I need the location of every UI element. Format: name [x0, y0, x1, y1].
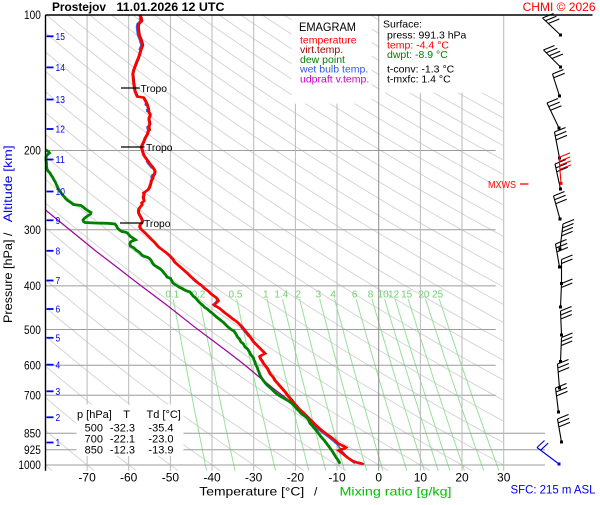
svg-text:dwpt: -8.9 °C: dwpt: -8.9 °C — [387, 49, 448, 61]
svg-text:100: 100 — [24, 8, 41, 22]
svg-text:Pressure [hPa]/: Pressure [hPa]/ — [1, 232, 15, 323]
svg-text:Td [°C]: Td [°C] — [147, 409, 181, 421]
svg-text:850: 850 — [85, 445, 103, 457]
svg-text:MXWS: MXWS — [488, 180, 516, 191]
svg-text:Tropo: Tropo — [144, 219, 171, 230]
svg-text:-40: -40 — [203, 470, 221, 484]
svg-text:3: 3 — [56, 387, 61, 398]
svg-text:0.5: 0.5 — [229, 290, 243, 301]
svg-text:Tropo: Tropo — [141, 84, 168, 95]
svg-text:p [hPa]: p [hPa] — [77, 409, 112, 421]
svg-text:-23.0: -23.0 — [148, 434, 173, 446]
svg-text:1000: 1000 — [18, 458, 41, 472]
svg-text:1.4: 1.4 — [274, 290, 288, 301]
svg-text:10: 10 — [56, 187, 66, 198]
svg-text:1: 1 — [263, 290, 269, 301]
svg-text:Prostejov: Prostejov — [52, 0, 106, 14]
svg-text:temperature: temperature — [300, 34, 357, 46]
svg-text:6: 6 — [56, 305, 61, 316]
svg-text:400: 400 — [24, 279, 41, 293]
svg-text:EMAGRAM: EMAGRAM — [299, 20, 356, 34]
svg-text:10: 10 — [414, 470, 428, 484]
svg-text:12: 12 — [56, 125, 66, 136]
svg-text:-20: -20 — [287, 470, 305, 484]
svg-text:300: 300 — [24, 223, 41, 237]
svg-text:4: 4 — [56, 360, 61, 371]
svg-text:11: 11 — [56, 155, 66, 166]
svg-text:-35.4: -35.4 — [148, 423, 173, 435]
svg-text:20: 20 — [455, 470, 469, 484]
svg-text:Temperature [°C]: Temperature [°C] — [199, 485, 304, 499]
svg-text:press: 991.3 hPa: press: 991.3 hPa — [387, 30, 467, 42]
svg-text:1: 1 — [56, 438, 61, 449]
svg-text:Tropo: Tropo — [146, 143, 173, 154]
svg-text:t-mxfc: 1.4 °C: t-mxfc: 1.4 °C — [387, 74, 451, 86]
svg-text:virt.temp.: virt.temp. — [300, 44, 343, 56]
svg-text:4: 4 — [330, 290, 336, 301]
svg-text:2: 2 — [296, 290, 302, 301]
svg-text:200: 200 — [24, 144, 41, 158]
svg-text:5: 5 — [56, 334, 61, 345]
svg-text:10: 10 — [378, 290, 390, 301]
svg-text:2: 2 — [56, 413, 61, 424]
svg-text:-32.3: -32.3 — [110, 423, 135, 435]
svg-text:dew point: dew point — [300, 54, 345, 66]
svg-text:500: 500 — [24, 323, 41, 337]
svg-text:-70: -70 — [78, 470, 96, 484]
svg-text:700: 700 — [24, 389, 41, 403]
svg-text:15: 15 — [401, 290, 413, 301]
svg-text:8: 8 — [368, 290, 374, 301]
svg-text:-13.9: -13.9 — [148, 445, 173, 457]
svg-text:15: 15 — [56, 32, 66, 43]
svg-text:11.01.2026 12 UTC: 11.01.2026 12 UTC — [117, 0, 225, 14]
svg-text:t-conv: -1.3 °C: t-conv: -1.3 °C — [387, 64, 455, 76]
svg-text:30: 30 — [497, 470, 511, 484]
svg-text:850: 850 — [24, 426, 41, 440]
svg-text:25: 25 — [432, 290, 444, 301]
svg-text:9: 9 — [56, 216, 61, 227]
svg-text:12: 12 — [388, 290, 400, 301]
svg-text:13: 13 — [56, 95, 66, 106]
svg-text:CHMI © 2026: CHMI © 2026 — [523, 0, 596, 14]
svg-text:7: 7 — [56, 276, 61, 287]
svg-text:temp: -4.4 °C: temp: -4.4 °C — [387, 39, 449, 51]
svg-text:0: 0 — [375, 470, 382, 484]
svg-text:20: 20 — [418, 290, 430, 301]
svg-text:0.2: 0.2 — [191, 290, 205, 301]
svg-text:T: T — [123, 409, 130, 421]
svg-text:925: 925 — [24, 443, 41, 457]
svg-text:0.1: 0.1 — [165, 290, 179, 301]
svg-text:udpraft v.temp.: udpraft v.temp. — [300, 74, 369, 86]
svg-text:-60: -60 — [120, 470, 138, 484]
svg-text:-22.1: -22.1 — [110, 434, 135, 446]
svg-text:Surface:: Surface: — [383, 19, 422, 31]
svg-text:14: 14 — [56, 63, 66, 74]
svg-text:-30: -30 — [245, 470, 263, 484]
svg-text:wet bulb temp.: wet bulb temp. — [299, 64, 368, 76]
svg-text:-10: -10 — [328, 470, 346, 484]
svg-text:/: / — [314, 485, 318, 499]
svg-text:-50: -50 — [162, 470, 180, 484]
svg-text:Altitude [km]: Altitude [km] — [1, 145, 15, 222]
svg-text:Mixing ratio [g/kg]: Mixing ratio [g/kg] — [340, 485, 452, 499]
svg-text:-12.3: -12.3 — [110, 445, 135, 457]
svg-text:SFC: 215 m ASL: SFC: 215 m ASL — [511, 483, 596, 497]
svg-text:8: 8 — [56, 247, 61, 258]
svg-text:500: 500 — [85, 423, 103, 435]
svg-text:700: 700 — [85, 434, 103, 446]
svg-text:3: 3 — [316, 290, 322, 301]
svg-text:6: 6 — [352, 290, 358, 301]
svg-text:600: 600 — [24, 358, 41, 372]
